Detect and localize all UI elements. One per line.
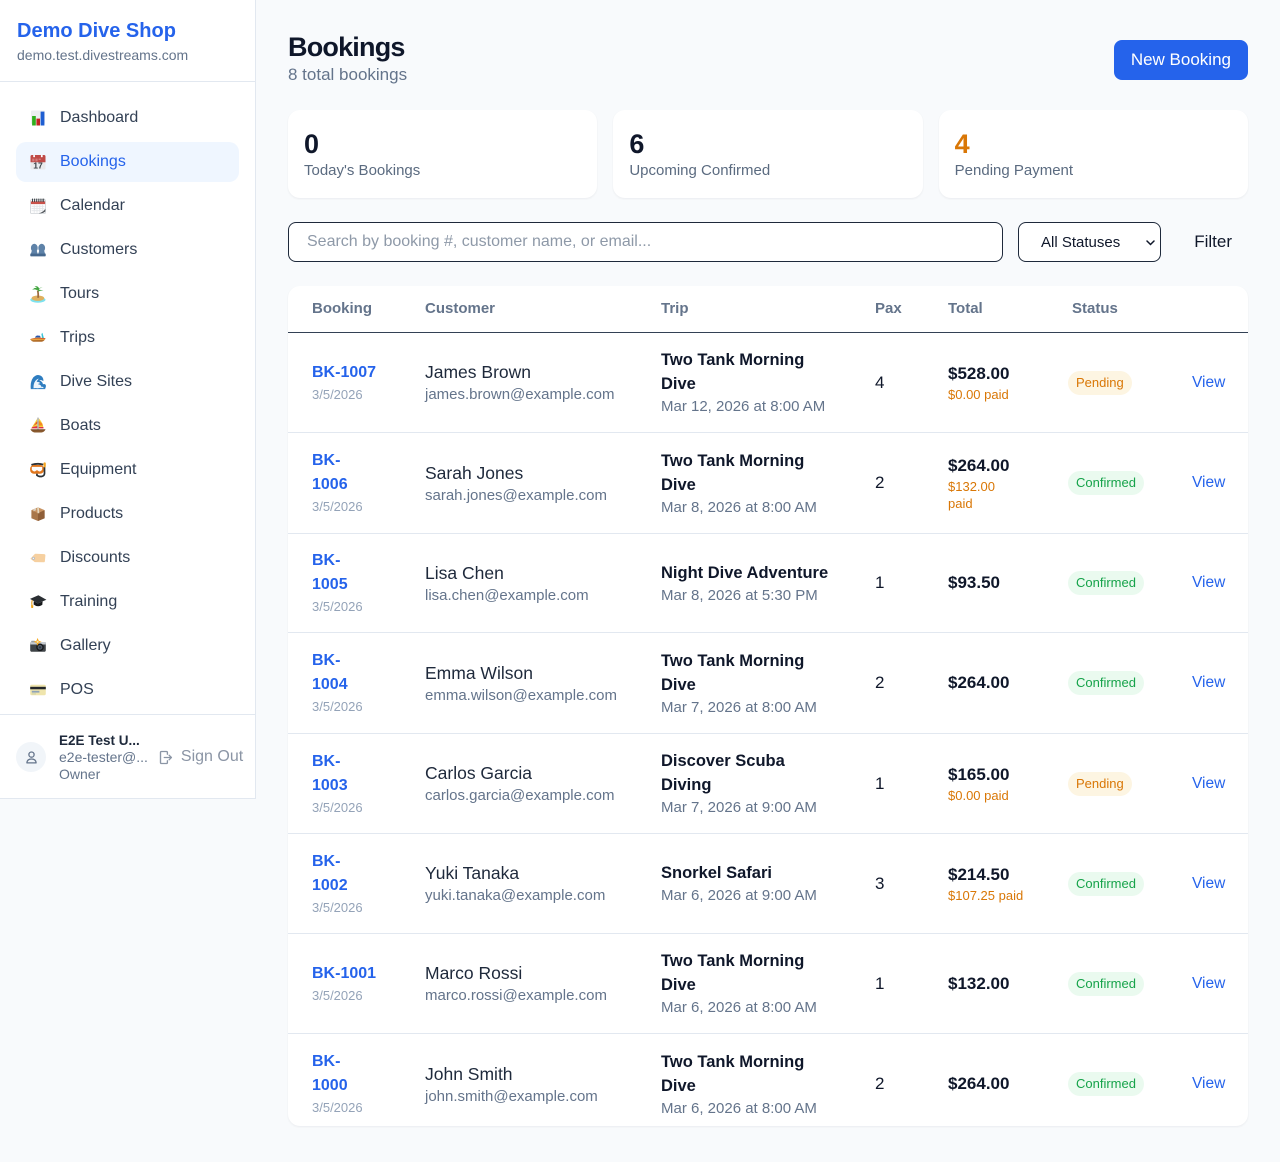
svg-text:17: 17 [33, 160, 43, 170]
